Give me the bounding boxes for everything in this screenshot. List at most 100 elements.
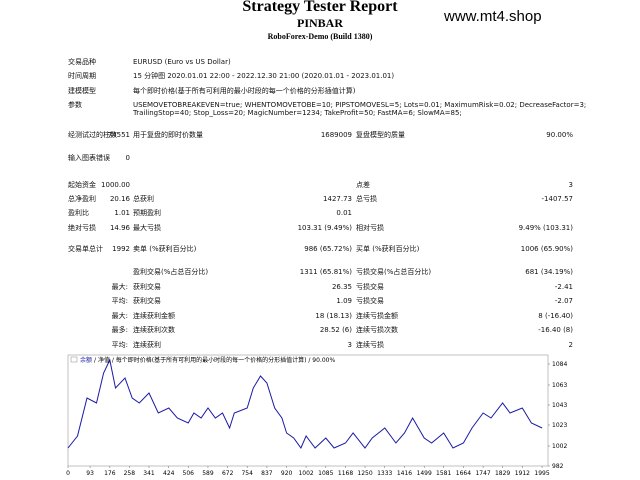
value-cell: 18 (18.13) [315, 312, 352, 320]
label-cell: 参数 [68, 101, 82, 109]
x-tick-label: 1581 [436, 470, 451, 477]
value-cell: 1006 (65.90%) [520, 245, 573, 253]
group-cell: 最大: [111, 283, 128, 291]
plot-area [67, 354, 549, 467]
label-cell: 交易单总计 [68, 245, 103, 253]
x-tick-label: 1747 [475, 470, 490, 477]
label-cell: 点差 [356, 181, 370, 189]
x-tick-label: 1085 [318, 470, 333, 477]
group-cell: 平均: [111, 341, 128, 349]
subtitle: PINBAR [296, 16, 343, 30]
x-tick-label: 837 [261, 470, 273, 477]
value-cell: 1.09 [336, 297, 352, 305]
watermark: www.mt4.shop [444, 8, 542, 25]
y-tick-label: 1043 [552, 402, 567, 409]
label-cell: 获利交易 [133, 297, 161, 305]
label-cell: 盈利交易(%占总百分比) [133, 268, 209, 276]
y-tick-label: 1084 [552, 361, 567, 368]
x-tick-label: 754 [241, 470, 253, 477]
value-cell: 1992 [112, 245, 130, 253]
x-tick-label: 589 [202, 470, 214, 477]
y-tick-label: 1023 [552, 422, 567, 429]
value-cell: 0.01 [336, 209, 352, 217]
y-tick-label: 1063 [552, 382, 567, 389]
x-tick-label: 176 [104, 470, 116, 477]
label-cell: 连续亏损金额 [356, 312, 398, 320]
x-tick-label: 1333 [377, 470, 392, 477]
group-cell: 平均: [111, 297, 128, 305]
y-tick-label: 982 [552, 463, 564, 470]
label-cell: 建模模型 [68, 87, 96, 95]
server: RoboForex-Demo (Build 1380) [267, 32, 373, 41]
label-cell: 盈利比 [68, 209, 89, 217]
x-tick-label: 424 [163, 470, 175, 477]
value-cell: 3 [347, 341, 352, 349]
label-cell: 相对亏损 [356, 224, 384, 232]
legend-label: 余额 / 净值 / 每个即时价格(基于所有可利用的最小时段的每一个价格的分形插值计… [80, 356, 335, 364]
x-tick-label: 258 [124, 470, 136, 477]
value-cell: 2 [568, 341, 573, 349]
label-cell: 连续获利 [133, 341, 161, 349]
label-cell: 交易品种 [68, 58, 96, 66]
value-cell: 1000.00 [101, 181, 130, 189]
value-cell: 8 (-16.40) [538, 312, 573, 320]
value-cell: 90.00% [546, 131, 573, 139]
x-tick-label: 341 [143, 470, 155, 477]
value-cell: 28.52 (6) [319, 326, 352, 334]
label-cell: 预期盈利 [133, 209, 161, 217]
label-cell: 总亏损 [356, 195, 377, 203]
label-cell: 亏损交易 [356, 283, 384, 291]
label-cell: 最大亏损 [133, 224, 161, 232]
label-cell: 总净盈利 [68, 195, 96, 203]
balance-chart: 982 1002 1023 1043 1063 1084 0 93 176 258 341 424 50… [66, 354, 567, 477]
label-cell: 用于复盘的即时价数量 [133, 131, 203, 139]
label-cell: 获利交易 [133, 283, 161, 291]
x-tick-label: 1829 [495, 470, 510, 477]
value-cell: 0 [125, 154, 130, 162]
x-tick-label: 920 [281, 470, 293, 477]
label-cell: 输入图表错误 [68, 154, 110, 162]
wide-cell: EURUSD (Euro vs US Dollar) [133, 58, 231, 66]
title: Strategy Tester Report [242, 0, 398, 15]
value-cell: 1.01 [114, 209, 130, 217]
legend-swatch [70, 356, 78, 363]
value-cell: 3 [568, 181, 573, 189]
value-cell: -2.41 [554, 283, 573, 291]
value-cell: -1407.57 [541, 195, 573, 203]
x-tick-label: 1250 [357, 470, 372, 477]
value-cell: 1427.73 [323, 195, 352, 203]
group-cell: 最大: [111, 312, 128, 320]
value-cell: 14.96 [109, 224, 130, 232]
balance-line [67, 358, 543, 450]
x-tick-label: 1168 [338, 470, 353, 477]
value-cell: 1689009 [320, 131, 352, 139]
value-cell: 681 (34.19%) [525, 268, 573, 276]
wide-cell: 15 分钟图 2020.01.01 22:00 - 2022.12.30 21:… [133, 72, 395, 80]
wide-cell: USEMOVETOBREAKEVEN=true; WHENTOMOVETOBE=… [133, 101, 587, 117]
label-cell: 连续亏损 [356, 341, 384, 349]
legend-series: 余额 [80, 356, 92, 364]
x-tick-label: 672 [222, 470, 234, 477]
value-cell: 986 (65.72%) [304, 245, 352, 253]
wide-cell: 每个即时价格(基于所有可利用的最小时段的每一个价格的分形插值计算) [133, 87, 356, 95]
value-cell: 20.16 [109, 195, 130, 203]
group-cell: 最多: [111, 326, 128, 334]
label-cell: 总获利 [133, 195, 154, 203]
value-cell: 1311 (65.81%) [299, 268, 352, 276]
x-tick-label: 1664 [456, 470, 471, 477]
label-cell: 连续获利次数 [133, 326, 175, 334]
y-tick-label: 1002 [552, 443, 567, 450]
label-cell: 起始资金 [68, 181, 96, 189]
label-cell: 经测试过的柱数 [68, 131, 117, 139]
label-cell: 复盘模型的质量 [356, 131, 405, 139]
label-cell: 连续亏损次数 [356, 326, 398, 334]
x-tick-label: 1995 [534, 470, 549, 477]
x-tick-label: 506 [183, 470, 195, 477]
x-tick-label: 1499 [417, 470, 432, 477]
value-cell: 26.35 [331, 283, 352, 291]
x-tick-label: 1416 [397, 470, 412, 477]
x-tick-label: 0 [66, 470, 70, 477]
x-tick-label: 93 [86, 470, 94, 477]
label-cell: 绝对亏损 [68, 224, 96, 232]
